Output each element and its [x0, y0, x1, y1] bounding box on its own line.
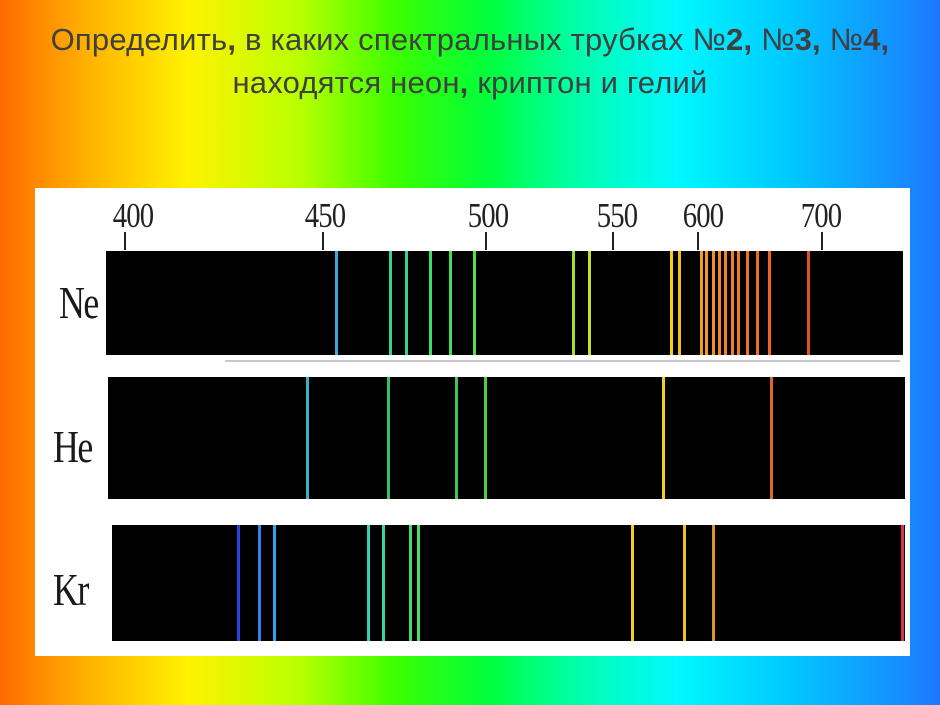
scale-tick	[612, 232, 614, 250]
title-segment: 3,	[794, 22, 830, 57]
spectral-line-ne	[429, 251, 432, 355]
spectral-line-he	[387, 377, 390, 499]
spectral-line-kr	[258, 525, 261, 641]
spectral-line-ne	[718, 251, 721, 355]
spectral-line-he	[662, 377, 665, 499]
spectral-line-ne	[588, 251, 591, 355]
scale-label-600: 600	[682, 196, 724, 235]
title-segment: в каких спектральных трубках	[245, 22, 693, 57]
spectral-line-ne	[712, 251, 715, 355]
title-segment: Определить	[50, 22, 228, 57]
spectral-line-ne	[737, 251, 740, 355]
element-label-ne: Ne	[59, 277, 99, 328]
scale-tick	[821, 232, 823, 250]
scale-label-550: 550	[596, 196, 638, 235]
element-label-kr: Kr	[53, 564, 89, 615]
spectral-line-kr	[901, 525, 904, 641]
title-segment: находятся неон	[232, 65, 460, 100]
spectral-line-ne	[678, 251, 681, 355]
spectral-line-kr	[417, 525, 420, 641]
spectral-line-kr	[273, 525, 276, 641]
spectral-line-kr	[367, 525, 370, 641]
spectral-line-he	[484, 377, 487, 499]
spectral-line-ne	[724, 251, 727, 355]
spectrum-strip-kr	[112, 525, 905, 641]
spectral-line-he	[770, 377, 773, 499]
spectral-line-kr	[712, 525, 715, 641]
spectral-line-ne	[572, 251, 575, 355]
spectral-line-ne	[449, 251, 452, 355]
spectral-line-ne	[670, 251, 673, 355]
title-segment: ,	[459, 65, 478, 100]
spectral-line-kr	[382, 525, 385, 641]
scale-tick	[124, 232, 126, 250]
spectra-panel: 400 450 500 550 600 700 Ne He Kr	[35, 188, 910, 656]
spectral-line-ne	[746, 251, 749, 355]
spectral-line-ne	[731, 251, 734, 355]
spectral-line-ne	[768, 251, 771, 355]
spectral-line-ne	[335, 251, 338, 355]
scale-label-500: 500	[467, 196, 509, 235]
spectral-line-he	[455, 377, 458, 499]
title-segment: криптон и гелий	[477, 65, 708, 100]
title-segment: №	[692, 22, 727, 57]
title-segment: 4,	[863, 22, 890, 57]
spectral-line-kr	[237, 525, 240, 641]
title-segment: 2,	[726, 22, 762, 57]
question-title: Определить, в каких спектральных трубках…	[20, 18, 920, 104]
title-segment: №	[829, 22, 864, 57]
spectral-line-kr	[683, 525, 686, 641]
spectrum-strip-ne	[106, 251, 903, 355]
title-segment: ,	[227, 22, 246, 57]
divider	[225, 360, 900, 362]
spectral-line-kr	[631, 525, 634, 641]
element-label-he: He	[53, 421, 93, 472]
scale-label-450: 450	[304, 196, 346, 235]
spectral-line-ne	[700, 251, 703, 355]
spectral-line-he	[306, 377, 309, 499]
spectral-line-ne	[389, 251, 392, 355]
scale-tick	[697, 232, 699, 250]
spectrum-strip-he	[108, 377, 905, 499]
spectral-line-ne	[405, 251, 408, 355]
scale-tick	[322, 232, 324, 250]
scale-label-400: 400	[112, 196, 154, 235]
scale-tick	[485, 232, 487, 250]
scale-label-700: 700	[800, 196, 842, 235]
spectral-line-ne	[756, 251, 759, 355]
spectral-line-ne	[807, 251, 810, 355]
spectral-line-kr	[409, 525, 412, 641]
title-segment: №	[761, 22, 795, 57]
spectral-line-ne	[705, 251, 708, 355]
spectral-line-ne	[473, 251, 476, 355]
